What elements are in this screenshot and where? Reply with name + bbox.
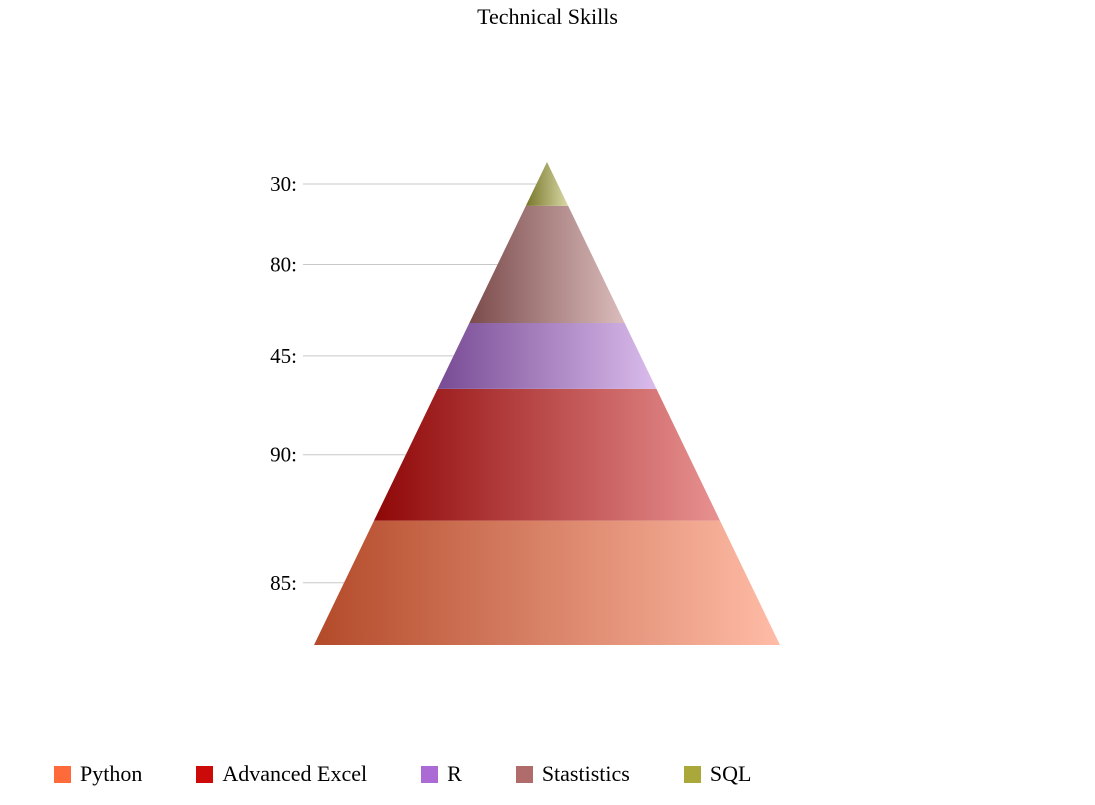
pyramid-segment-sql: [525, 162, 569, 206]
pyramid-segment-advanced-excel: [374, 388, 720, 521]
pyramid-segment-stastistics: [469, 205, 625, 323]
pyramid-segment-r: [437, 323, 657, 389]
pyramid-segment-python: [314, 520, 780, 645]
legend-item[interactable]: SQL: [683, 761, 752, 787]
legend-swatch: [683, 765, 701, 783]
legend-item[interactable]: Advanced Excel: [196, 761, 367, 787]
legend-swatch: [54, 765, 71, 783]
legend-swatch: [196, 765, 214, 783]
legend-item[interactable]: Stastistics: [515, 761, 630, 787]
value-label: 85:: [270, 571, 297, 595]
legend-swatch: [421, 765, 439, 783]
legend-label: Python: [80, 761, 143, 786]
value-label: 90:: [270, 443, 297, 467]
chart-title: Technical Skills: [477, 4, 618, 29]
value-label: 80:: [270, 252, 297, 276]
legend-label: R: [447, 761, 462, 786]
legend-swatch: [515, 765, 533, 783]
legend-item[interactable]: Python: [54, 761, 142, 787]
legend-label: SQL: [709, 761, 752, 786]
legend-label: Advanced Excel: [222, 761, 368, 786]
value-label: 30:: [270, 172, 297, 196]
value-label: 45:: [270, 344, 297, 368]
legend: Python Advanced Excel R Stastistics SQL: [54, 760, 805, 788]
legend-item[interactable]: R: [421, 761, 462, 787]
legend-label: Stastistics: [541, 761, 630, 786]
